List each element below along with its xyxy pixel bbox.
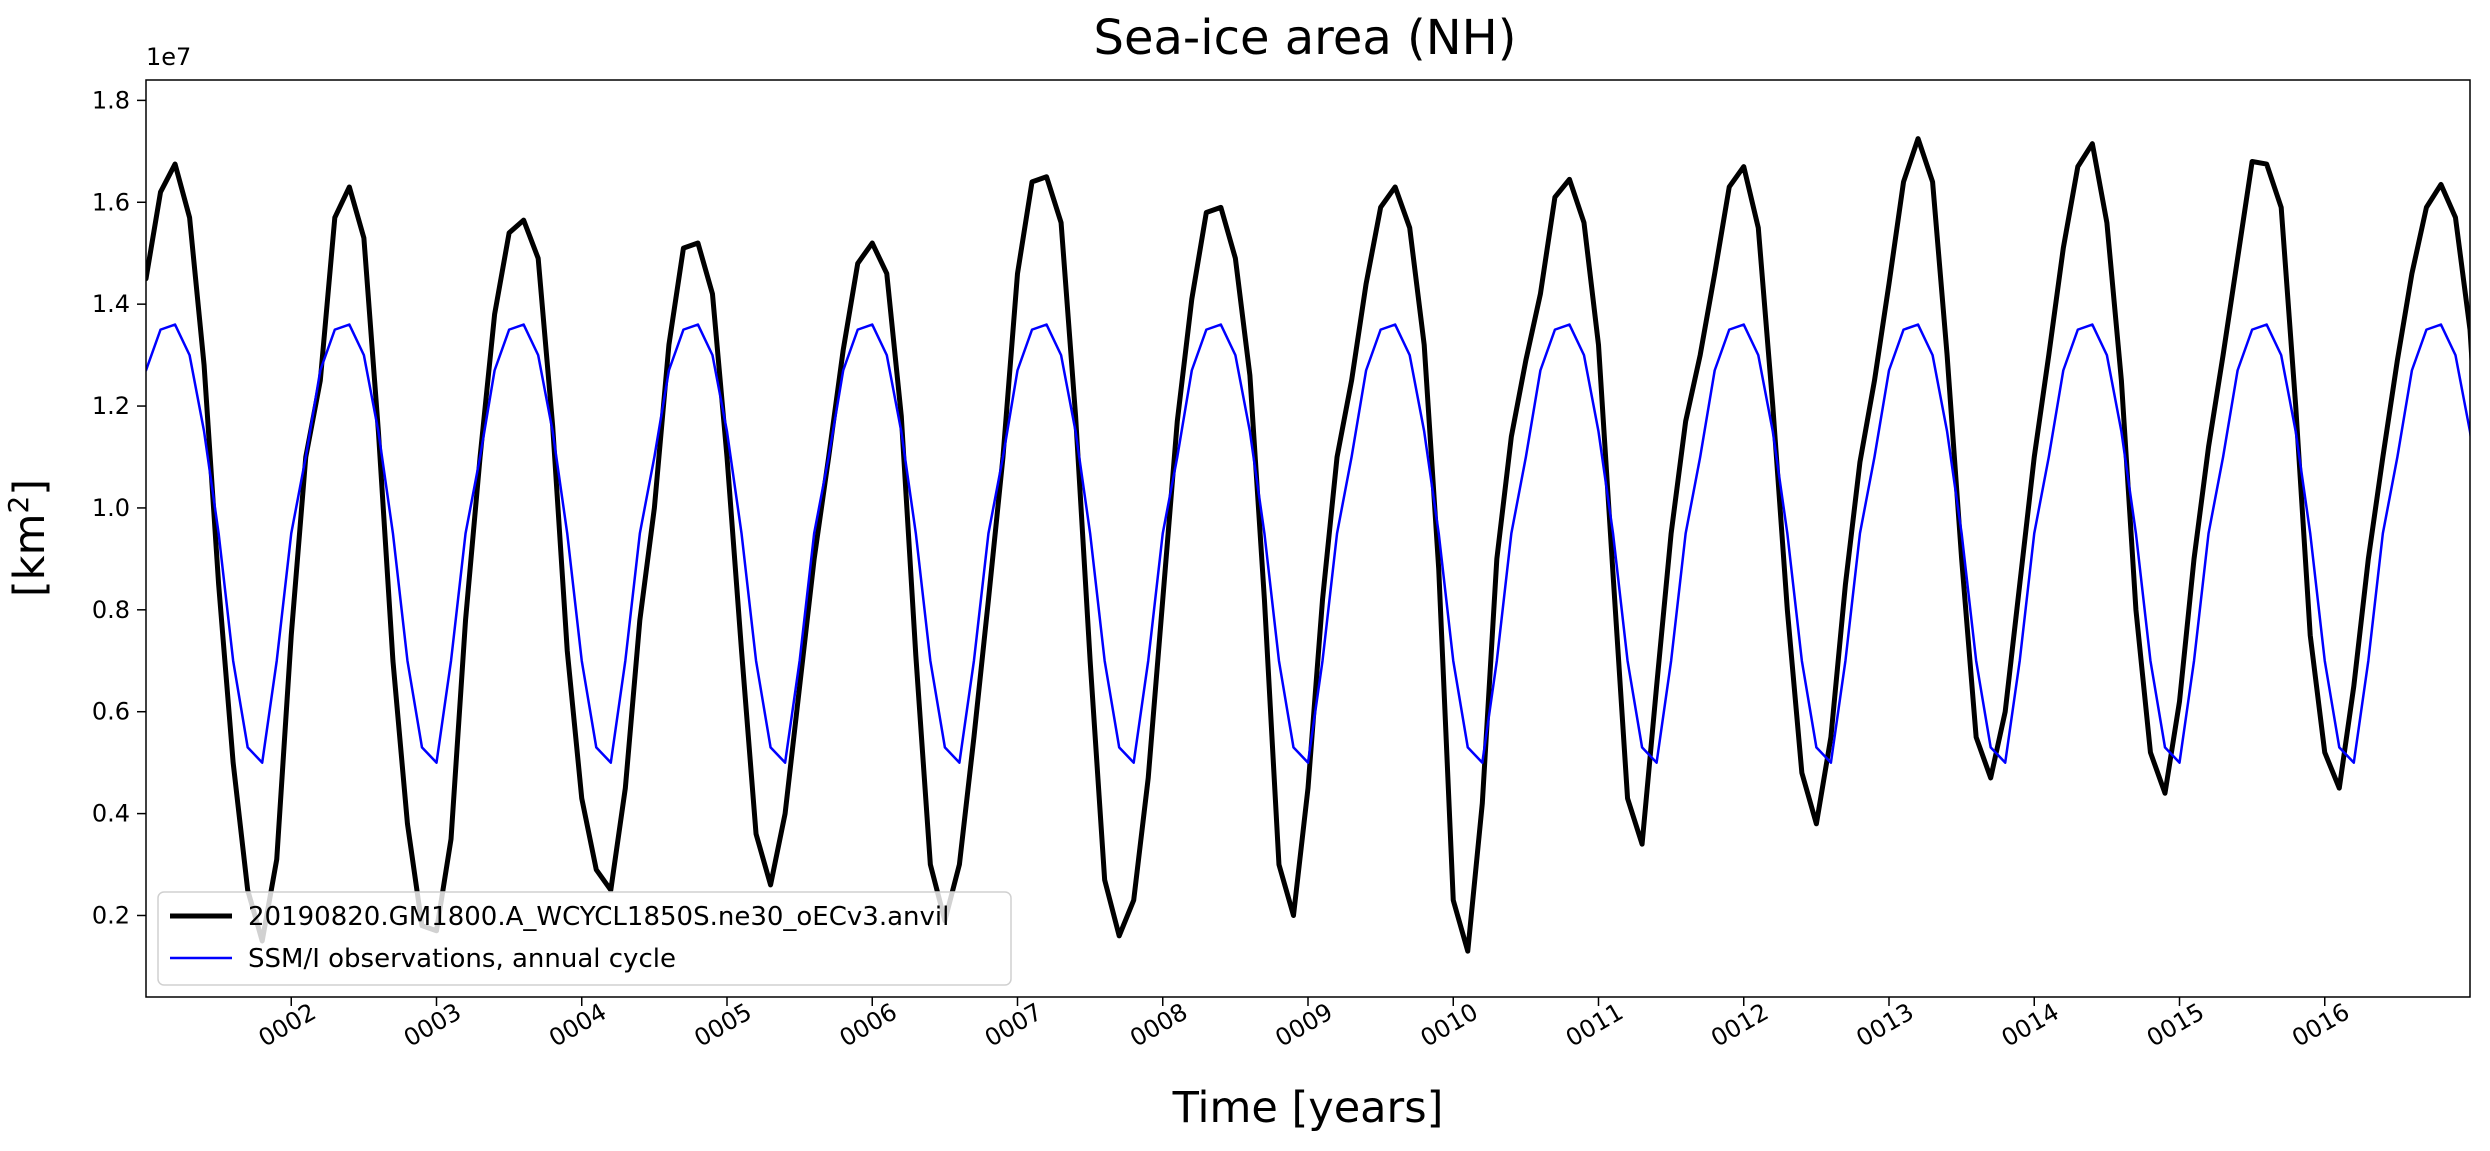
y-tick-label: 1.2 xyxy=(92,392,130,420)
y-tick-label: 1.8 xyxy=(92,86,130,114)
y-tick-label: 0.4 xyxy=(92,800,130,828)
x-tick-label: 0016 xyxy=(2287,998,2354,1053)
x-tick-label: 0002 xyxy=(254,998,321,1053)
y-tick-label: 0.2 xyxy=(92,901,130,929)
y-tick-label: 0.6 xyxy=(92,698,130,726)
x-tick-label: 0008 xyxy=(1125,998,1192,1053)
x-tick-label: 0013 xyxy=(1852,998,1919,1053)
legend-label-observations: SSM/I observations, annual cycle xyxy=(248,944,676,974)
y-tick-label: 1.4 xyxy=(92,290,130,318)
series-layer xyxy=(146,136,2470,954)
y-offset-label: 1e7 xyxy=(146,43,191,71)
x-tick-label: 0010 xyxy=(1416,998,1483,1053)
x-tick-label: 0007 xyxy=(980,998,1047,1053)
y-tick-label: 1.0 xyxy=(92,494,130,522)
x-tick-label: 0003 xyxy=(399,998,466,1053)
y-tick-label: 0.8 xyxy=(92,596,130,624)
y-axis-title-prefix: [km xyxy=(5,514,55,598)
y-axis-title-suffix: ] xyxy=(5,479,55,496)
legend: 20190820.GM1800.A_WCYCL1850S.ne30_oECv3.… xyxy=(157,891,1012,986)
y-axis-title-sup: 2 xyxy=(2,496,35,514)
observation-series-line xyxy=(146,323,2470,764)
x-tick-label: 0005 xyxy=(690,998,757,1053)
x-tick-label: 0011 xyxy=(1561,998,1628,1053)
x-tick-label: 0015 xyxy=(2142,998,2209,1053)
x-tick-label: 0004 xyxy=(544,998,611,1053)
model-series-line xyxy=(146,136,2470,954)
legend-label-model: 20190820.GM1800.A_WCYCL1850S.ne30_oECv3.… xyxy=(248,902,949,932)
x-tick-label: 0012 xyxy=(1706,998,1773,1053)
chart-title: Sea-ice area (NH) xyxy=(1094,10,1517,66)
x-tick-label: 0006 xyxy=(835,998,902,1053)
x-tick-label: 0009 xyxy=(1271,998,1338,1053)
y-axis-ticks: 0.2 0.4 0.6 0.8 1.0 1.2 1.4 1.6 1.8 xyxy=(92,86,146,929)
plot-frame xyxy=(145,79,2471,998)
x-axis-ticks: 0002 0003 0004 0005 0006 0007 0008 0009 0010 0011… xyxy=(254,997,2354,1052)
legend-box xyxy=(157,891,1012,986)
y-tick-label: 1.6 xyxy=(92,188,130,216)
x-tick-label: 0014 xyxy=(1997,998,2064,1053)
y-axis-title: [km2] xyxy=(2,479,55,597)
x-axis-title: Time [years] xyxy=(1172,1083,1444,1133)
